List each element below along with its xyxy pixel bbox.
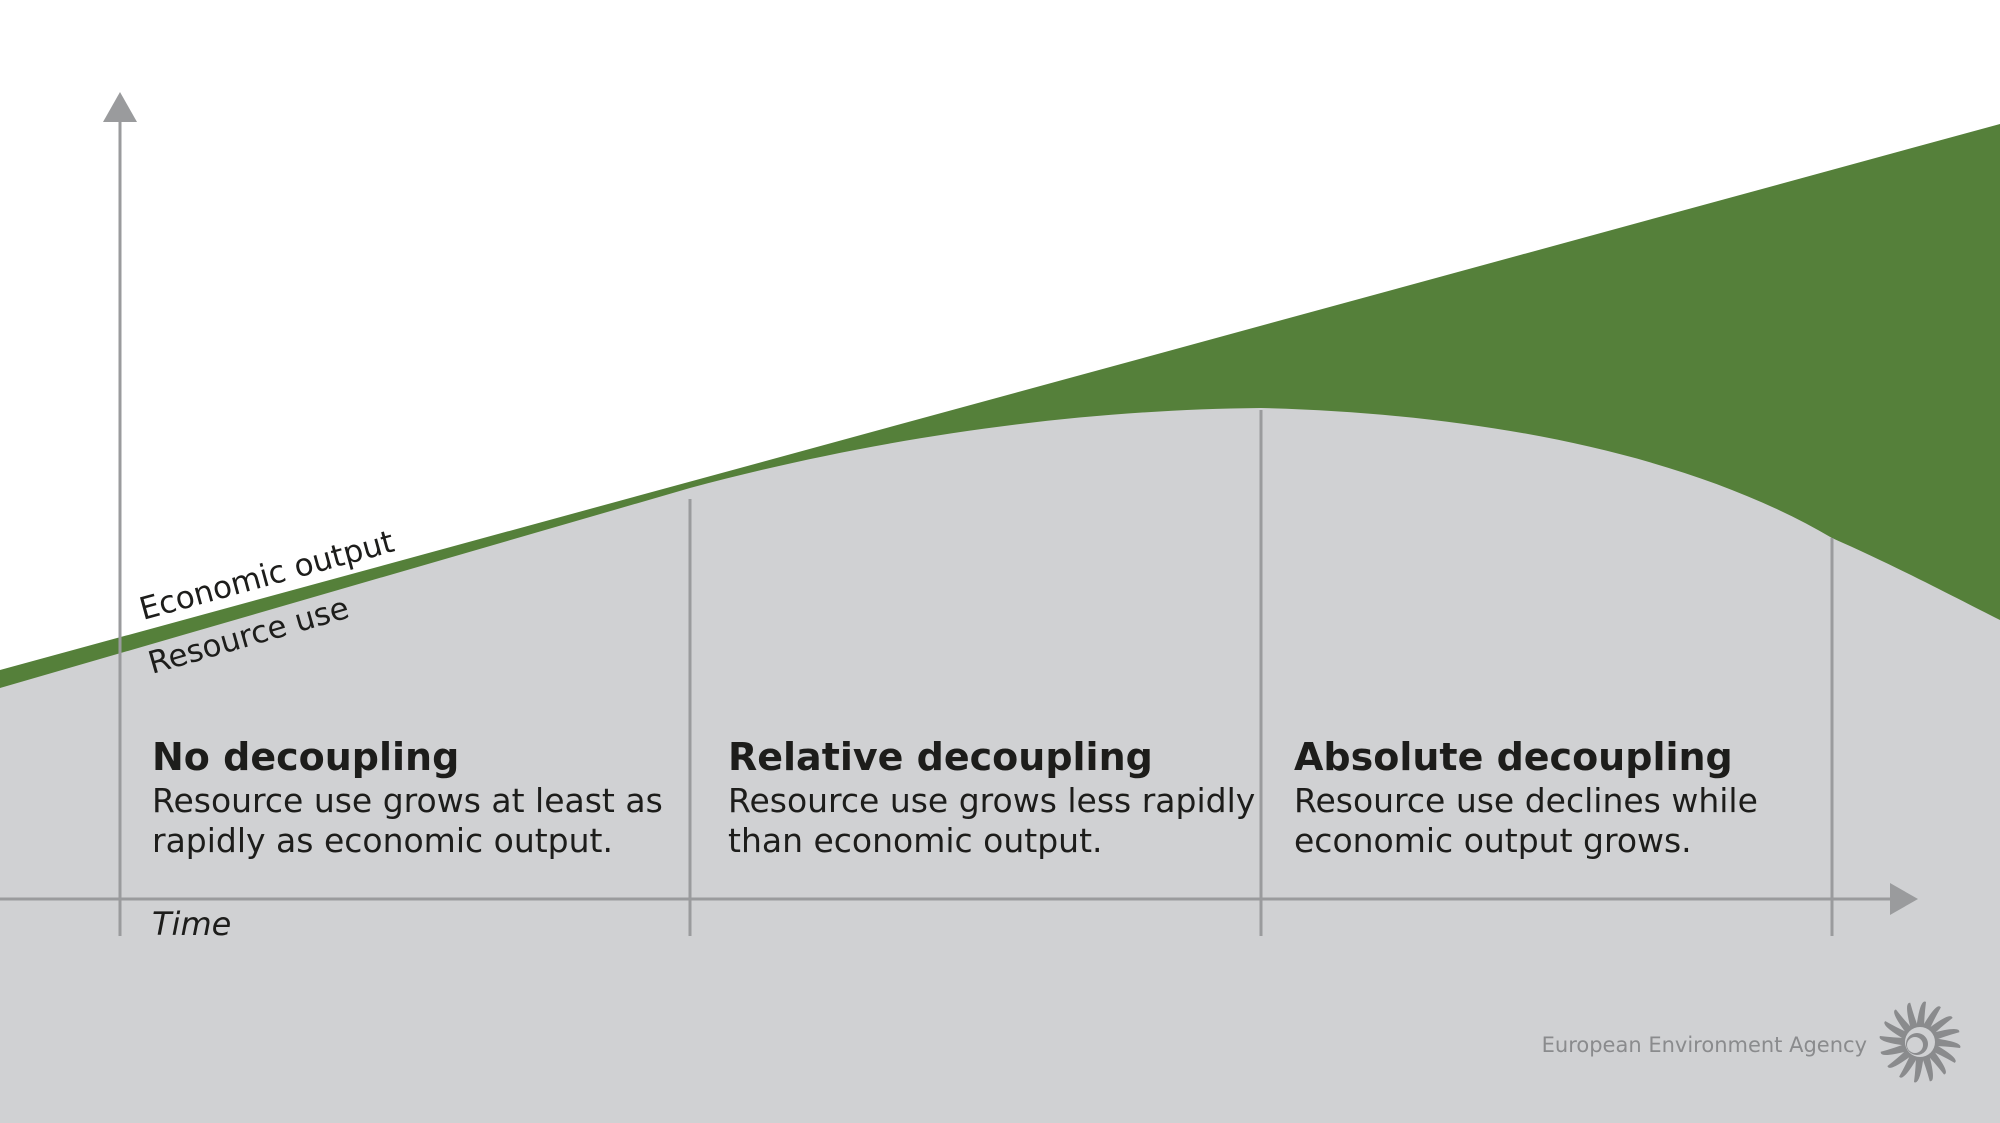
logo-petal: [1884, 1021, 1911, 1042]
stage-description-line: Resource use grows at least as: [152, 781, 663, 820]
logo-petal: [1880, 1042, 1911, 1055]
stage-description-line: rapidly as economic output.: [152, 821, 613, 860]
stage-heading-relative-decoupling: Relative decoupling: [728, 735, 1153, 779]
logo-petal: [1899, 1051, 1920, 1078]
logo-petal: [1920, 1051, 1933, 1082]
logo-petal: [1929, 1029, 1960, 1042]
logo-petal: [1879, 1036, 1908, 1046]
stage-description-line: Resource use grows less rapidly: [728, 781, 1255, 820]
stage-description-line: than economic output.: [728, 821, 1103, 860]
logo-petal: [1887, 1047, 1915, 1068]
resource-use-area: [0, 408, 2000, 1123]
logo-petal: [1916, 1001, 1926, 1030]
logo-petal: [1932, 1038, 1961, 1048]
x-axis-arrow-icon: [1890, 883, 1918, 915]
logo-petal: [1894, 1009, 1915, 1037]
y-axis-arrow-icon: [103, 92, 137, 122]
logo-petal: [1920, 1006, 1941, 1033]
eea-sunflower-logo-icon: [1879, 1001, 1961, 1083]
logo-petal: [1925, 1047, 1946, 1075]
stage-heading-absolute-decoupling: Absolute decoupling: [1294, 735, 1733, 779]
stage-heading-no-decoupling: No decoupling: [152, 735, 459, 779]
stage-description-line: Resource use declines while: [1294, 781, 1758, 820]
stage-description-line: economic output grows.: [1294, 821, 1692, 860]
logo-petal: [1914, 1054, 1924, 1083]
logo-petal: [1907, 1002, 1920, 1033]
logo-petal: [1925, 1016, 1953, 1037]
x-axis-label: Time: [152, 905, 231, 943]
logo-petal: [1929, 1042, 1956, 1063]
agency-name: European Environment Agency: [1542, 1033, 1867, 1057]
